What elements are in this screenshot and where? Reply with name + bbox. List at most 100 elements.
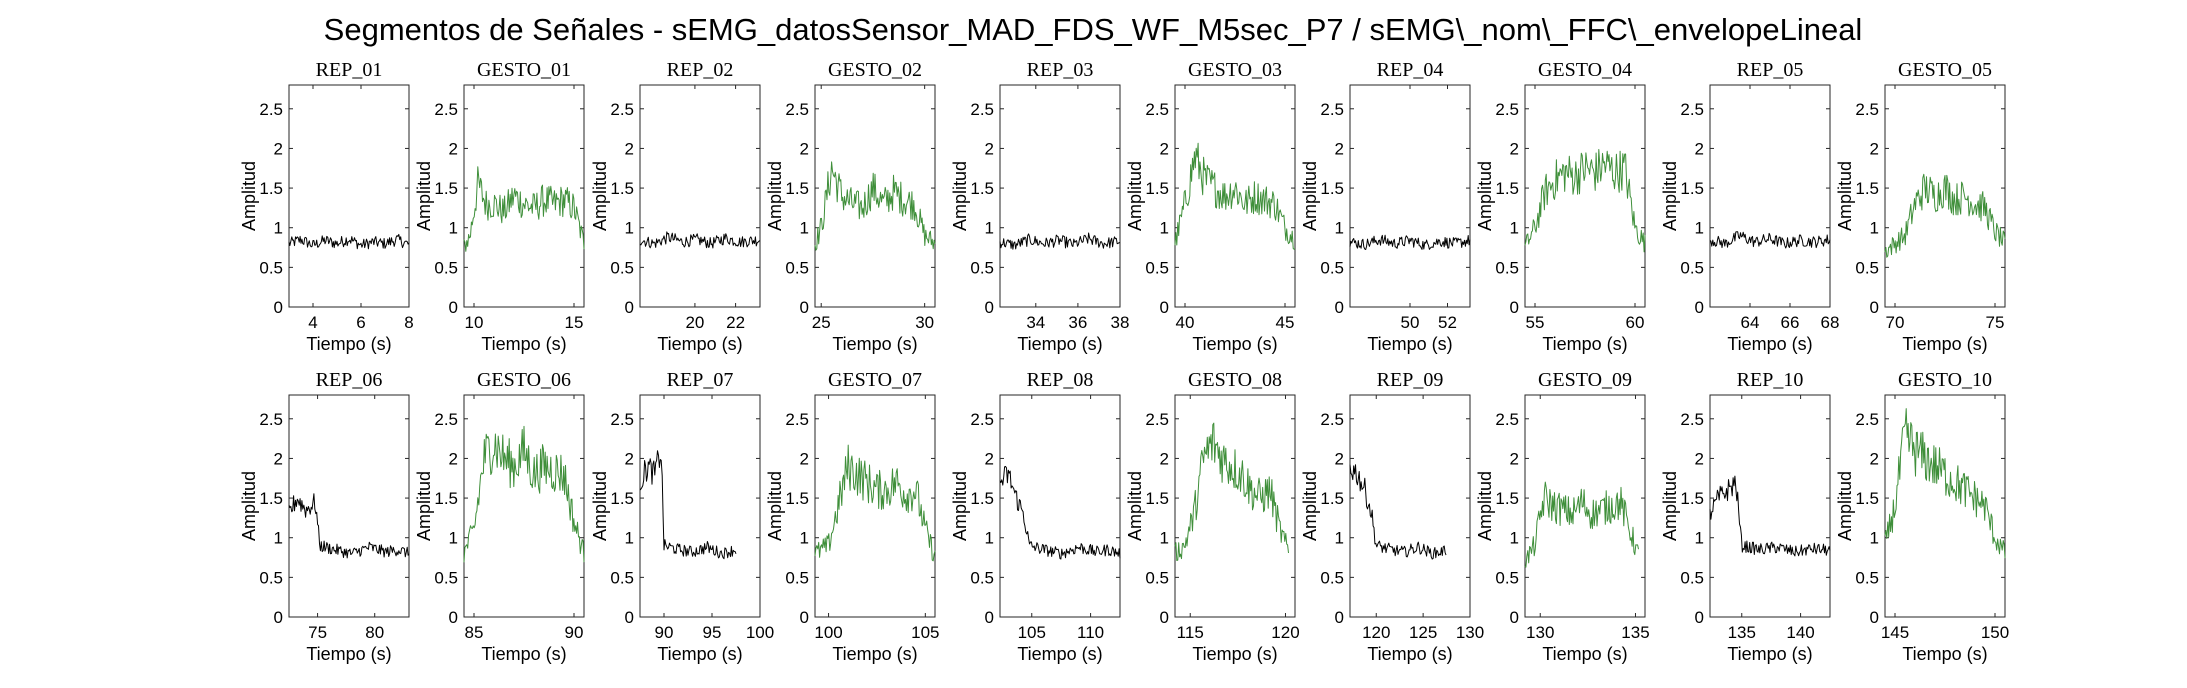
x-axis-label: Tiempo (s)	[832, 334, 917, 354]
y-tick-label: 2.5	[1320, 410, 1344, 429]
y-axis-label: Amplitud	[1125, 471, 1145, 541]
y-tick-label: 2	[449, 139, 458, 158]
x-axis-label: Tiempo (s)	[306, 334, 391, 354]
y-tick-label: 1	[625, 529, 634, 548]
y-tick-label: 1.5	[434, 179, 458, 198]
signal-line	[639, 231, 761, 249]
y-tick-label: 1	[1335, 219, 1344, 238]
plot-frame	[639, 84, 761, 308]
y-tick-label: 1	[1510, 529, 1519, 548]
y-tick-label: 2	[985, 139, 994, 158]
y-tick-label: 0	[800, 298, 809, 317]
subplot-title: REP_02	[667, 59, 734, 81]
signal-line	[639, 450, 737, 560]
y-tick-label: 2.5	[1145, 100, 1169, 119]
y-tick-label: 1	[449, 529, 458, 548]
y-tick-label: 2	[274, 139, 283, 158]
subplot-title: GESTO_05	[1898, 59, 1992, 81]
x-tick-label: 105	[911, 623, 939, 642]
y-tick-label: 0	[449, 298, 458, 317]
x-axis-label: Tiempo (s)	[1902, 334, 1987, 354]
x-tick-label: 120	[1271, 623, 1299, 642]
y-tick-label: 0.5	[785, 568, 809, 587]
subplot-title: REP_09	[1377, 369, 1444, 391]
y-tick-label: 2	[1870, 449, 1879, 468]
y-tick-label: 2.5	[970, 100, 994, 119]
subplot: GESTO_02 0 0.5 1 1.5 2 2.5 25 30 Tiempo (s) Amplit…	[765, 59, 936, 354]
subplot: GESTO_01 0 0.5 1 1.5 2 2.5 10 15 Tiempo (s) Amplit…	[414, 59, 585, 354]
y-tick-label: 1	[800, 529, 809, 548]
y-tick-label: 1	[1160, 219, 1169, 238]
y-tick-label: 2.5	[259, 100, 283, 119]
subplot-title: GESTO_06	[477, 369, 571, 391]
subplot-title: REP_10	[1737, 369, 1804, 391]
y-tick-label: 2.5	[1855, 100, 1879, 119]
subplot-title: REP_01	[316, 59, 383, 81]
signal-line	[814, 444, 936, 562]
y-tick-label: 1	[1695, 219, 1704, 238]
y-tick-label: 1.5	[1680, 489, 1704, 508]
y-tick-label: 1.5	[259, 489, 283, 508]
x-tick-label: 4	[308, 313, 317, 332]
y-tick-label: 2.5	[434, 410, 458, 429]
x-tick-label: 90	[565, 623, 584, 642]
y-tick-label: 1	[985, 219, 994, 238]
y-tick-label: 0.5	[1495, 568, 1519, 587]
subplot-title: REP_04	[1377, 59, 1444, 81]
x-tick-label: 90	[655, 623, 674, 642]
signal-line	[1524, 149, 1646, 253]
subplot-title: GESTO_09	[1538, 369, 1632, 391]
x-tick-label: 125	[1409, 623, 1437, 642]
subplot: REP_05 0 0.5 1 1.5 2 2.5 64 66 68 Tiempo (s) Amplit…	[1660, 59, 1839, 354]
y-tick-label: 2.5	[785, 100, 809, 119]
y-axis-label: Amplitud	[414, 161, 434, 231]
y-tick-label: 2.5	[610, 410, 634, 429]
y-tick-label: 0.5	[259, 258, 283, 277]
subplot-title: REP_06	[316, 369, 383, 391]
y-tick-label: 2.5	[1855, 410, 1879, 429]
x-tick-label: 105	[1018, 623, 1046, 642]
x-tick-label: 60	[1626, 313, 1645, 332]
y-tick-label: 0.5	[434, 568, 458, 587]
subplot-title: GESTO_08	[1188, 369, 1282, 391]
y-tick-label: 0	[625, 298, 634, 317]
y-tick-label: 2	[1870, 139, 1879, 158]
subplot: REP_08 0 0.5 1 1.5 2 2.5 105 110 Tiempo (s) Amplit…	[950, 369, 1121, 664]
x-tick-label: 140	[1786, 623, 1814, 642]
x-tick-label: 80	[365, 623, 384, 642]
x-axis-label: Tiempo (s)	[1727, 334, 1812, 354]
x-axis-label: Tiempo (s)	[1367, 334, 1452, 354]
x-tick-label: 34	[1026, 313, 1045, 332]
signal-line	[999, 465, 1121, 560]
plot-frame	[288, 84, 410, 308]
plot-frame	[1709, 394, 1831, 618]
y-tick-label: 1	[1870, 219, 1879, 238]
y-axis-label: Amplitud	[1300, 161, 1320, 231]
subplot-title: GESTO_03	[1188, 59, 1282, 81]
signal-line	[1884, 173, 2006, 258]
y-tick-label: 0.5	[1680, 568, 1704, 587]
subplot-title: GESTO_04	[1538, 59, 1632, 81]
y-tick-label: 2.5	[610, 100, 634, 119]
y-tick-label: 1.5	[970, 179, 994, 198]
x-tick-label: 75	[1986, 313, 2005, 332]
signal-line	[1174, 142, 1296, 250]
y-tick-label: 2.5	[259, 410, 283, 429]
y-tick-label: 1.5	[1145, 179, 1169, 198]
y-axis-label: Amplitud	[414, 471, 434, 541]
subplot-title: GESTO_10	[1898, 369, 1992, 391]
y-tick-label: 1	[625, 219, 634, 238]
y-tick-label: 0	[1870, 608, 1879, 627]
y-tick-label: 1.5	[1495, 489, 1519, 508]
y-tick-label: 1.5	[1320, 179, 1344, 198]
x-axis-label: Tiempo (s)	[657, 334, 742, 354]
y-tick-label: 0	[1510, 608, 1519, 627]
y-tick-label: 2	[1160, 449, 1169, 468]
x-tick-label: 36	[1068, 313, 1087, 332]
y-tick-label: 2	[800, 139, 809, 158]
x-tick-label: 135	[1728, 623, 1756, 642]
y-tick-label: 1.5	[785, 179, 809, 198]
plot-frame	[1174, 84, 1296, 308]
x-tick-label: 135	[1621, 623, 1649, 642]
